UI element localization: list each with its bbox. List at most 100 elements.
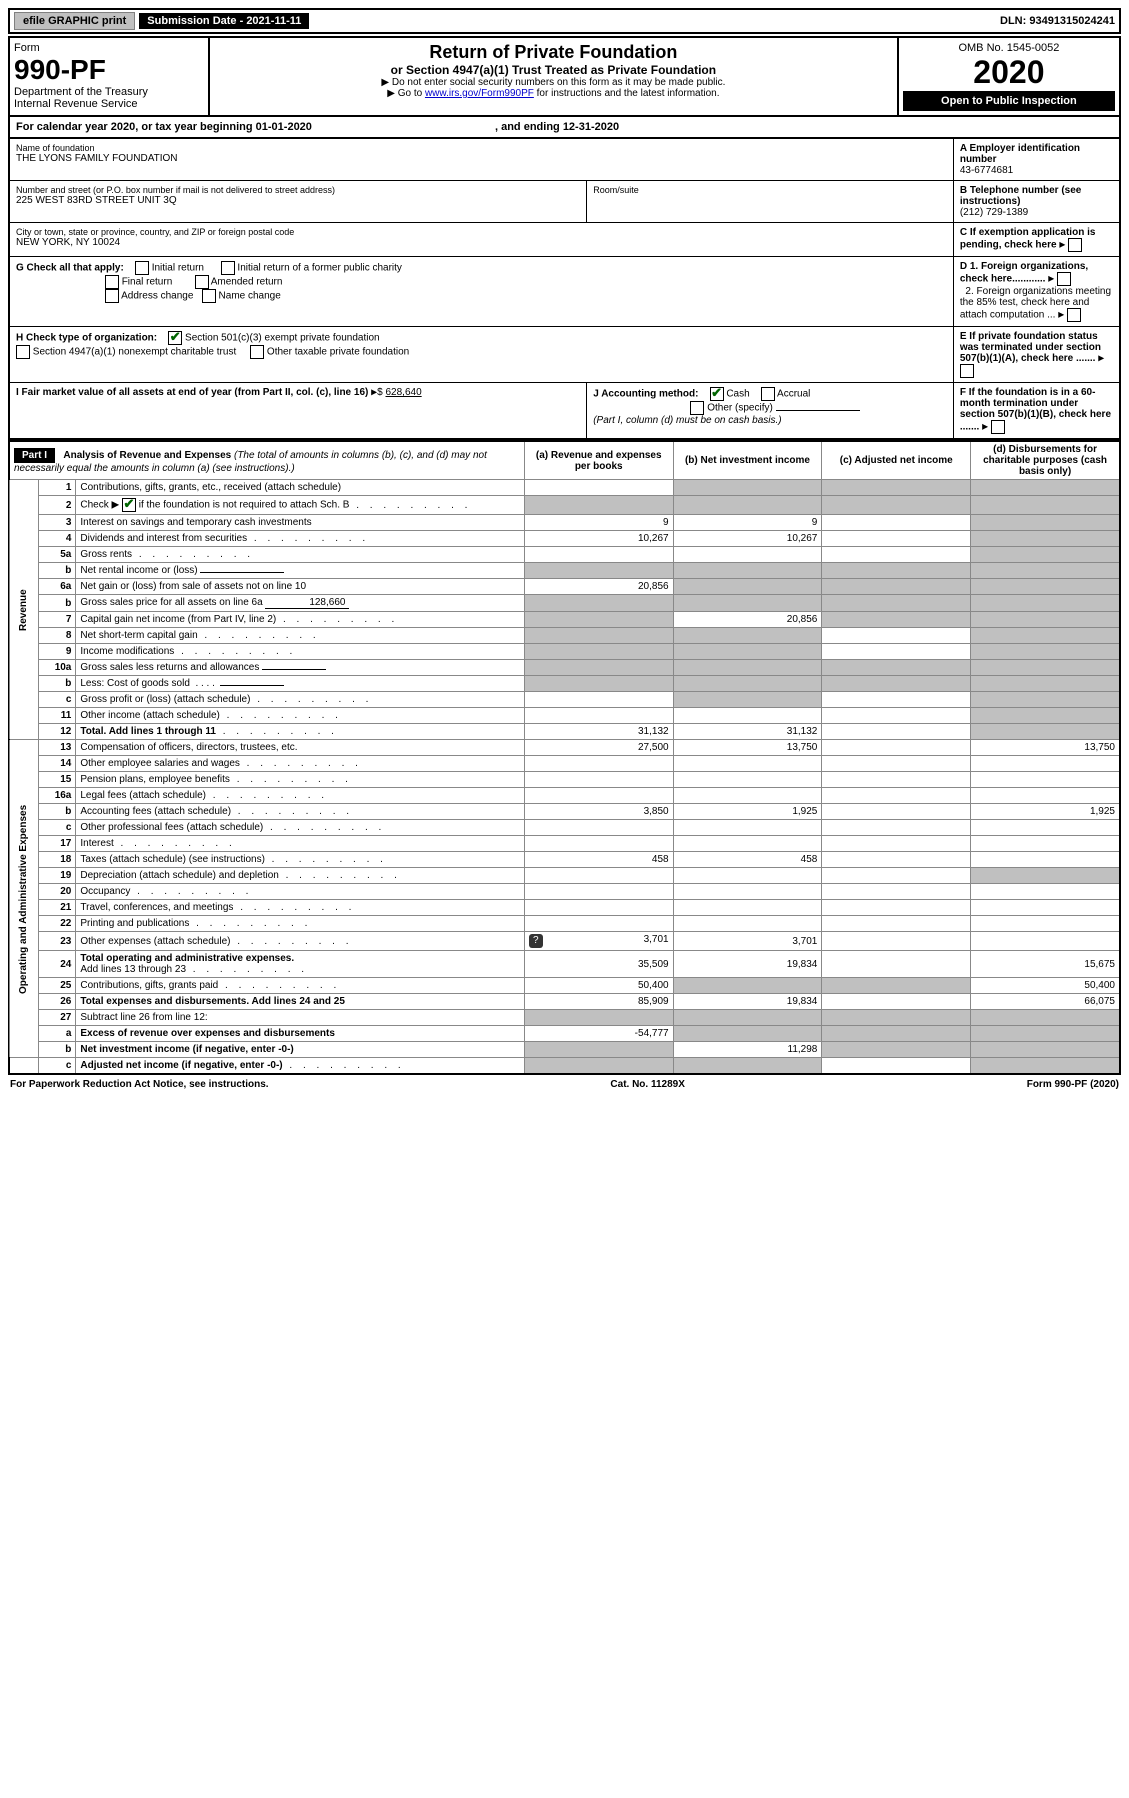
line-num: 13 bbox=[38, 740, 75, 756]
h-4947-checkbox[interactable] bbox=[16, 345, 30, 359]
table-row: b Gross sales price for all assets on li… bbox=[9, 595, 1120, 612]
line-num: b bbox=[38, 595, 75, 612]
name-label: Name of foundation bbox=[16, 143, 947, 153]
cell-b: 458 bbox=[673, 852, 822, 868]
j-cash-checkbox[interactable] bbox=[710, 387, 724, 401]
table-row: 24 Total operating and administrative ex… bbox=[9, 951, 1120, 978]
line-num: 15 bbox=[38, 772, 75, 788]
ein-value: 43-6774681 bbox=[960, 165, 1113, 176]
g-name-change-checkbox[interactable] bbox=[202, 289, 216, 303]
table-row: 11 Other income (attach schedule) bbox=[9, 708, 1120, 724]
arrow-icon: ▶ bbox=[1048, 274, 1054, 285]
cell-b: 9 bbox=[673, 515, 822, 531]
line-desc: Interest on savings and temporary cash i… bbox=[76, 515, 524, 531]
table-row: 27 Subtract line 26 from line 12: bbox=[9, 1010, 1120, 1026]
g-amended-checkbox[interactable] bbox=[195, 275, 209, 289]
table-row: 7 Capital gain net income (from Part IV,… bbox=[9, 612, 1120, 628]
part1-table: Part I Analysis of Revenue and Expenses … bbox=[8, 440, 1121, 1075]
attachment-icon[interactable]: ? bbox=[529, 934, 543, 948]
line-num: 27 bbox=[38, 1010, 75, 1026]
line-desc: Check ▶ if the foundation is not require… bbox=[76, 496, 524, 515]
line-num: 12 bbox=[38, 724, 75, 740]
cell-d: 13,750 bbox=[971, 740, 1120, 756]
ein-label: A Employer identification number bbox=[960, 143, 1080, 165]
line-num: 19 bbox=[38, 868, 75, 884]
line-num: b bbox=[38, 804, 75, 820]
j-other: Other (specify) bbox=[707, 403, 773, 414]
d2-checkbox[interactable] bbox=[1067, 308, 1081, 322]
i-fmv-value: 628,640 bbox=[386, 387, 422, 398]
table-row: 10a Gross sales less returns and allowan… bbox=[9, 660, 1120, 676]
line-desc: Excess of revenue over expenses and disb… bbox=[76, 1026, 524, 1042]
part1-title: Analysis of Revenue and Expenses bbox=[63, 450, 231, 461]
table-row: 26 Total expenses and disbursements. Add… bbox=[9, 994, 1120, 1010]
form-number: 990-PF bbox=[14, 54, 204, 86]
line-num: 8 bbox=[38, 628, 75, 644]
phone-label: B Telephone number (see instructions) bbox=[960, 185, 1082, 207]
cell-a: 3,850 bbox=[524, 804, 673, 820]
footer-mid: Cat. No. 11289X bbox=[610, 1079, 684, 1090]
calendar-end: , and ending 12-31-2020 bbox=[495, 121, 619, 133]
f-checkbox[interactable] bbox=[991, 420, 1005, 434]
arrow-icon: ▶ bbox=[1098, 353, 1104, 364]
line-desc: Adjusted net income (if negative, enter … bbox=[76, 1058, 524, 1075]
line-desc: Compensation of officers, directors, tru… bbox=[76, 740, 524, 756]
line-desc: Dividends and interest from securities bbox=[76, 531, 524, 547]
g-address-change-checkbox[interactable] bbox=[105, 289, 119, 303]
line-desc: Gross sales less returns and allowances bbox=[76, 660, 524, 676]
inline-value: 128,660 bbox=[265, 597, 349, 609]
line-num: 11 bbox=[38, 708, 75, 724]
form-subtitle: or Section 4947(a)(1) Trust Treated as P… bbox=[214, 63, 893, 77]
table-row: 25 Contributions, gifts, grants paid 50,… bbox=[9, 978, 1120, 994]
line-desc: Contributions, gifts, grants paid bbox=[76, 978, 524, 994]
line-desc: Pension plans, employee benefits bbox=[76, 772, 524, 788]
line-num: 2 bbox=[38, 496, 75, 515]
h-501c3-checkbox[interactable] bbox=[168, 331, 182, 345]
line-num: 4 bbox=[38, 531, 75, 547]
submission-date: Submission Date - 2021-11-11 bbox=[139, 13, 309, 29]
table-row: b Net rental income or (loss) bbox=[9, 563, 1120, 579]
omb-number: OMB No. 1545-0052 bbox=[903, 42, 1115, 54]
g-initial-return-checkbox[interactable] bbox=[135, 261, 149, 275]
d1-checkbox[interactable] bbox=[1057, 272, 1071, 286]
cell-a: 50,400 bbox=[524, 978, 673, 994]
table-row: 22 Printing and publications bbox=[9, 916, 1120, 932]
cell-b: 20,856 bbox=[673, 612, 822, 628]
line-num: b bbox=[38, 676, 75, 692]
line-desc: Occupancy bbox=[76, 884, 524, 900]
instr-pre: ▶ Go to bbox=[387, 88, 425, 99]
table-row: 20 Occupancy bbox=[9, 884, 1120, 900]
address-label: Number and street (or P.O. box number if… bbox=[16, 185, 580, 195]
efile-graphic-print-button[interactable]: efile GRAPHIC print bbox=[14, 12, 135, 30]
expenses-section-label: Operating and Administrative Expenses bbox=[9, 740, 38, 1058]
line-desc: Other expenses (attach schedule) bbox=[76, 932, 524, 951]
table-row: 19 Depreciation (attach schedule) and de… bbox=[9, 868, 1120, 884]
line-num: 6a bbox=[38, 579, 75, 595]
j-other-checkbox[interactable] bbox=[690, 401, 704, 415]
line-desc: Subtract line 26 from line 12: bbox=[76, 1010, 524, 1026]
city-label: City or town, state or province, country… bbox=[16, 227, 947, 237]
line-desc: Net investment income (if negative, ente… bbox=[76, 1042, 524, 1058]
part1-label: Part I bbox=[14, 448, 55, 463]
line-num: 24 bbox=[38, 951, 75, 978]
line-desc: Travel, conferences, and meetings bbox=[76, 900, 524, 916]
j-accrual-checkbox[interactable] bbox=[761, 387, 775, 401]
schB-checkbox[interactable] bbox=[122, 498, 136, 512]
h-other-checkbox[interactable] bbox=[250, 345, 264, 359]
arrow-icon: ▶ bbox=[982, 422, 988, 433]
form-title: Return of Private Foundation bbox=[214, 42, 893, 63]
c-checkbox[interactable] bbox=[1068, 238, 1082, 252]
g-opt-initial-former: Initial return of a former public charit… bbox=[237, 263, 402, 274]
dept-treasury: Department of the Treasury bbox=[14, 86, 204, 98]
cell-a: 9 bbox=[524, 515, 673, 531]
irs: Internal Revenue Service bbox=[14, 98, 204, 110]
line-num: 14 bbox=[38, 756, 75, 772]
table-row: 21 Travel, conferences, and meetings bbox=[9, 900, 1120, 916]
e-checkbox[interactable] bbox=[960, 364, 974, 378]
line-num: 18 bbox=[38, 852, 75, 868]
col-a-header: (a) Revenue and expenses per books bbox=[524, 441, 673, 480]
g-final-return-checkbox[interactable] bbox=[105, 275, 119, 289]
g-initial-former-checkbox[interactable] bbox=[221, 261, 235, 275]
form990pf-link[interactable]: www.irs.gov/Form990PF bbox=[425, 88, 534, 99]
line-desc: Other professional fees (attach schedule… bbox=[76, 820, 524, 836]
